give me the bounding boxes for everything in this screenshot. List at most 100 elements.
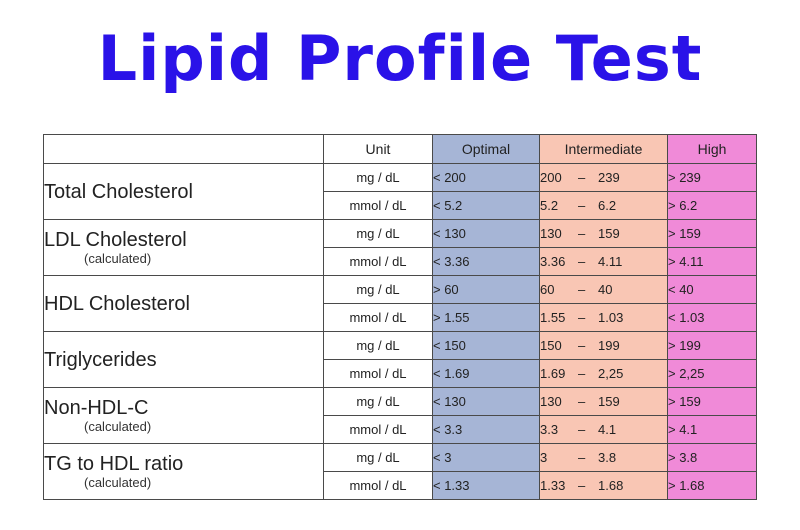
intermediate-high: 239 — [598, 170, 620, 185]
unit-cell: mmol / dL — [323, 247, 433, 276]
intermediate-cell: 1.33–1.68 — [539, 471, 668, 500]
intermediate-low: 130 — [540, 394, 562, 409]
intermediate-high: 199 — [598, 338, 620, 353]
intermediate-high: 4.1 — [598, 422, 617, 437]
test-name-note: (calculated) — [84, 474, 152, 490]
table-row: mmol / dL < 3.3 3.3 –4.1 > 4.1 — [44, 415, 757, 444]
intermediate-high: 4.11 — [598, 254, 623, 269]
intermediate-low: 200 — [540, 170, 562, 185]
table-row: mmol / dL > 1.55 1.55–1.03 < 1.03 — [44, 303, 757, 332]
range-dash: – — [578, 366, 586, 381]
intermediate-cell: 60 –40 — [539, 275, 668, 304]
table-row: Total Cholesterol mg / dL < 200 200 –239 > 23… — [43, 163, 757, 220]
optimal-cell: < 5.2 — [432, 191, 540, 220]
table-row: LDL Cholesterol (calculated) mg / dL < 130 1… — [43, 219, 757, 276]
high-cell: > 159 — [667, 387, 757, 416]
table-row: Non-HDL-C (calculated) mg / dL < 130 130–159… — [43, 387, 757, 444]
optimal-cell: < 130 — [432, 219, 540, 248]
test-name: HDL Cholesterol — [44, 292, 190, 315]
range-dash: – — [578, 338, 586, 353]
unit-cell: mg / dL — [323, 219, 433, 248]
unit-cell: mg / dL — [323, 163, 433, 192]
range-dash: – — [578, 254, 586, 269]
optimal-cell: < 1.69 — [432, 359, 540, 388]
range-dash: – — [578, 478, 586, 493]
test-name-note: (calculated) — [84, 418, 152, 434]
range-dash: – — [578, 450, 586, 465]
intermediate-high: 1.68 — [598, 478, 624, 493]
intermediate-low: 150 — [540, 338, 562, 353]
test-name: TG to HDL ratio — [44, 452, 184, 475]
range-dash: – — [578, 282, 586, 297]
table-header-row: Unit Optimal Intermediate High — [43, 134, 757, 164]
optimal-cell: < 200 — [432, 163, 540, 192]
test-name: LDL Cholesterol — [44, 228, 187, 251]
high-cell: > 4.1 — [667, 415, 757, 444]
test-name-cell: LDL Cholesterol (calculated) — [43, 219, 324, 276]
unit-cell: mg / dL — [323, 387, 433, 416]
intermediate-low: 1.69 — [540, 366, 566, 381]
table-row: HDL Cholesterol mg / dL > 60 60 –40 < 40 — [43, 275, 757, 332]
high-cell: > 6.2 — [667, 191, 757, 220]
table-row: Triglycerides mg / dL < 150 150 –199 > 199 — [43, 331, 757, 388]
high-cell: > 2,25 — [667, 359, 757, 388]
intermediate-cell: 3.3 –4.1 — [539, 415, 668, 444]
page-title: Lipid Profile Test — [97, 22, 703, 95]
intermediate-high: 3.8 — [598, 450, 617, 465]
table-body: Total Cholesterol mg / dL < 200 200–239 > 23… — [43, 163, 757, 500]
range-dash: – — [578, 226, 586, 241]
intermediate-cell: 1.55–1.03 — [539, 303, 668, 332]
optimal-cell: < 3 — [432, 443, 540, 472]
intermediate-low: 3.3 — [540, 422, 559, 437]
high-cell: > 239 — [667, 163, 757, 192]
high-cell: > 159 — [667, 219, 757, 248]
intermediate-low: 3 — [540, 450, 548, 465]
optimal-cell: > 1.55 — [432, 303, 540, 332]
range-dash: – — [578, 170, 586, 185]
test-name: Triglycerides — [44, 348, 157, 371]
unit-cell: mmol / dL — [323, 471, 433, 500]
optimal-cell: < 3.3 — [432, 415, 540, 444]
table-row: mmol / dL < 3.36 3.36–4.11 > 4.11 — [44, 247, 757, 276]
header-high: High — [667, 134, 757, 164]
intermediate-low: 1.55 — [540, 310, 566, 325]
high-cell: < 1.03 — [667, 303, 757, 332]
test-name-cell: Total Cholesterol — [43, 163, 324, 220]
test-name: Non-HDL-C — [44, 396, 149, 419]
intermediate-high: 1.03 — [598, 310, 624, 325]
unit-cell: mg / dL — [323, 443, 433, 472]
intermediate-low: 60 — [540, 282, 555, 297]
test-name-cell: TG to HDL ratio (calculated) — [43, 443, 324, 500]
intermediate-high: 159 — [598, 226, 620, 241]
header-unit: Unit — [323, 134, 433, 164]
test-name-note: (calculated) — [84, 250, 152, 266]
high-cell: > 4.11 — [667, 247, 757, 276]
unit-cell: mmol / dL — [323, 359, 433, 388]
intermediate-cell: 130 –159 — [539, 219, 668, 248]
test-name-cell: Triglycerides — [43, 331, 324, 388]
intermediate-low: 5.2 — [540, 198, 559, 213]
unit-cell: mg / dL — [323, 275, 433, 304]
high-cell: < 40 — [667, 275, 757, 304]
intermediate-high: 40 — [598, 282, 613, 297]
header-name — [43, 134, 324, 164]
intermediate-low: 3.36 — [540, 254, 566, 269]
test-name-cell: Non-HDL-C (calculated) — [43, 387, 324, 444]
unit-cell: mmol / dL — [323, 303, 433, 332]
table-row: mmol / dL < 1.33 1.33–1.68 > 1.68 — [44, 471, 757, 500]
header-optimal: Optimal — [432, 134, 540, 164]
intermediate-high: 2,25 — [598, 366, 624, 381]
test-name-cell: HDL Cholesterol — [43, 275, 324, 332]
unit-cell: mmol / dL — [323, 191, 433, 220]
optimal-cell: < 1.33 — [432, 471, 540, 500]
intermediate-cell: 150 –199 — [539, 331, 668, 360]
range-dash: – — [578, 422, 586, 437]
intermediate-low: 130 — [540, 226, 562, 241]
table-row: mmol / dL < 1.69 1.69–2,25 > 2,25 — [44, 359, 757, 388]
table-row: mmol / dL < 5.2 5.2 –6.2 > 6.2 — [44, 191, 757, 220]
intermediate-high: 159 — [598, 394, 620, 409]
test-name: Total Cholesterol — [44, 180, 193, 203]
range-dash: – — [578, 394, 586, 409]
intermediate-cell: 200 –239 — [539, 163, 668, 192]
range-dash: – — [578, 198, 586, 213]
